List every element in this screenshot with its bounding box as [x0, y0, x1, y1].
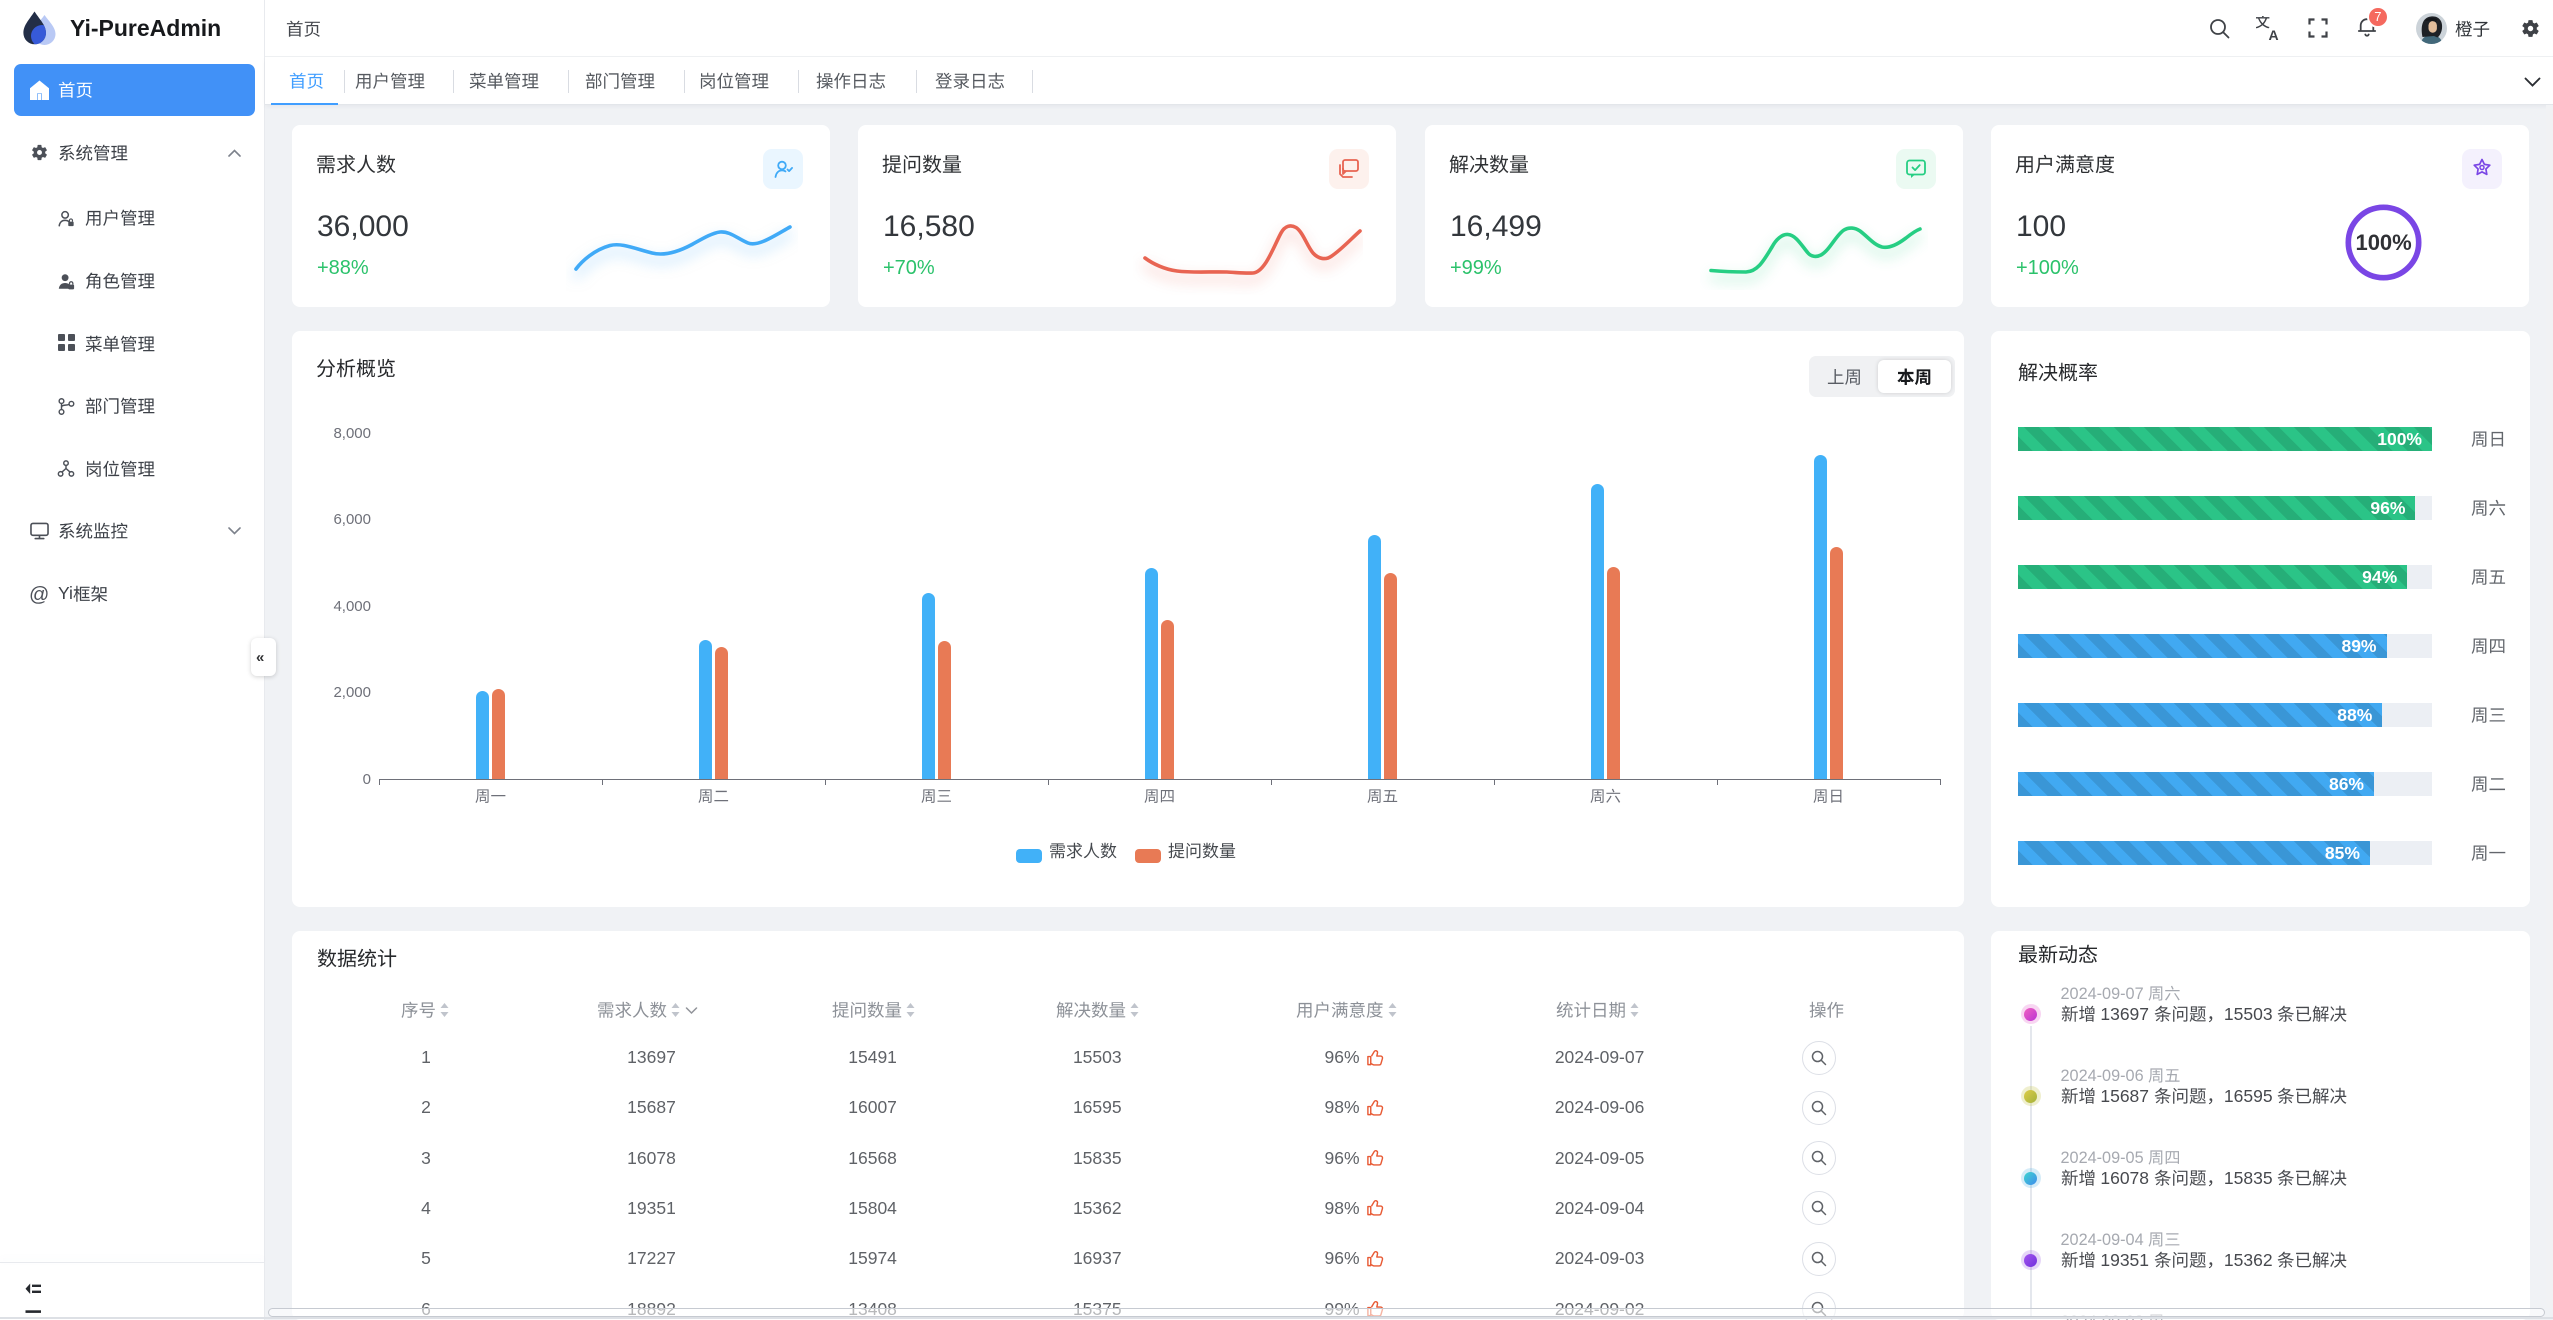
- svg-text:A: A: [2269, 27, 2279, 41]
